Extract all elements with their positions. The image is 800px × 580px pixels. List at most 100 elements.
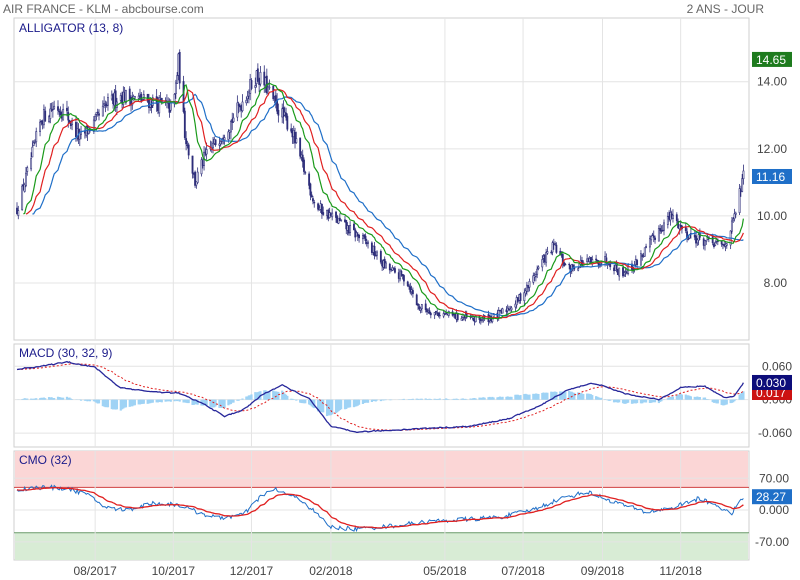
candle-body: [684, 226, 687, 231]
candle-body: [650, 235, 653, 241]
candle-body: [645, 246, 647, 248]
candle-body: [643, 247, 646, 257]
candle-body: [394, 268, 396, 273]
candle-body: [49, 108, 52, 119]
cmo-value-badge: 28.27: [752, 489, 792, 505]
candle-body: [246, 95, 249, 100]
candle-body: [338, 217, 341, 221]
candle-body: [276, 100, 279, 112]
x-tick-label: 09/2018: [581, 564, 625, 578]
candle-body: [26, 167, 29, 172]
candle-body: [250, 80, 253, 89]
candle-body: [17, 210, 20, 216]
candle-body: [335, 211, 337, 218]
candle-body: [474, 315, 477, 323]
x-tick-label: 08/2017: [73, 564, 117, 578]
candle-body: [236, 102, 239, 118]
candle-body: [657, 228, 660, 242]
candle-body: [714, 242, 717, 246]
candle-body: [174, 82, 177, 95]
cmo-overbought-zone: [15, 451, 748, 488]
candle-body: [25, 172, 27, 186]
candle-body: [499, 309, 501, 312]
candle-body: [245, 99, 248, 104]
candle-body: [429, 313, 432, 316]
candle-body: [401, 274, 404, 276]
candle-body: [600, 263, 603, 265]
cmo-panel-title: CMO (32): [19, 453, 72, 467]
candle-body: [214, 139, 217, 146]
price-panel-title: ALLIGATOR (13, 8): [19, 21, 123, 35]
candle-body: [697, 234, 700, 241]
candle-body: [519, 293, 522, 301]
candle-body: [428, 310, 431, 314]
macd-line: [16, 360, 744, 433]
candle-body: [35, 131, 38, 143]
y-tick-label: -70.00: [755, 535, 789, 549]
candle-body: [303, 159, 305, 172]
x-tick-label: 10/2017: [152, 564, 196, 578]
candle-body: [385, 262, 387, 269]
candle-body: [707, 236, 710, 238]
candle-body: [232, 117, 235, 123]
candle-body: [672, 214, 674, 219]
candle-body: [536, 268, 539, 275]
candle-body: [622, 267, 624, 277]
candle-body: [133, 95, 136, 99]
y-tick-label: 12.00: [757, 142, 787, 156]
candle-body: [131, 99, 134, 106]
candle-body: [501, 308, 504, 314]
candle-body: [21, 185, 24, 210]
candle-body: [402, 275, 405, 282]
candle-body: [312, 198, 314, 202]
candle-body: [237, 104, 240, 106]
candle-body: [247, 91, 250, 97]
candle-body: [299, 137, 302, 157]
candle-body: [256, 68, 259, 81]
candle-body: [259, 71, 262, 85]
candle-body: [320, 203, 323, 214]
candle-body: [196, 171, 199, 183]
candle-body: [290, 128, 293, 132]
macd-value-badge-bg: [752, 374, 792, 390]
candle-body: [392, 267, 395, 269]
candle-body: [732, 218, 735, 221]
price-last-badge-bg: [752, 168, 792, 184]
candle-body: [652, 235, 655, 238]
candle-body: [92, 119, 95, 132]
candle-body: [704, 240, 706, 246]
y-tick-label: 14.00: [757, 75, 787, 89]
candle-body: [418, 306, 421, 310]
candle-body: [364, 235, 367, 241]
candle-body: [205, 149, 208, 155]
candle-body: [254, 85, 257, 88]
alligator-teeth-line: [25, 88, 744, 319]
candle-body: [241, 101, 244, 112]
candle-body: [96, 111, 99, 113]
candle-body: [514, 303, 517, 308]
candle-body: [456, 313, 459, 321]
candle-body: [541, 259, 544, 268]
candle-body: [510, 307, 513, 311]
candle-body: [331, 212, 334, 218]
candle-body: [32, 142, 35, 146]
candle-body: [94, 115, 97, 121]
price-high-badge-bg: [752, 51, 792, 67]
candle-body: [317, 203, 320, 210]
candle-body: [438, 314, 441, 317]
candle-body: [285, 112, 287, 118]
candle-body: [551, 242, 554, 253]
macd-value-badge-text: 0.030: [756, 376, 786, 390]
candle-body: [570, 263, 573, 271]
x-tick-label: 12/2017: [230, 564, 274, 578]
candle-body: [523, 292, 526, 302]
candle-body: [555, 244, 558, 253]
candle-body: [158, 97, 161, 114]
candle-body: [461, 317, 464, 320]
candle-body: [31, 146, 34, 158]
candle-body: [66, 107, 68, 112]
candle-body: [419, 308, 422, 311]
candle-body: [295, 138, 298, 143]
x-tick-label: 11/2018: [659, 564, 702, 578]
